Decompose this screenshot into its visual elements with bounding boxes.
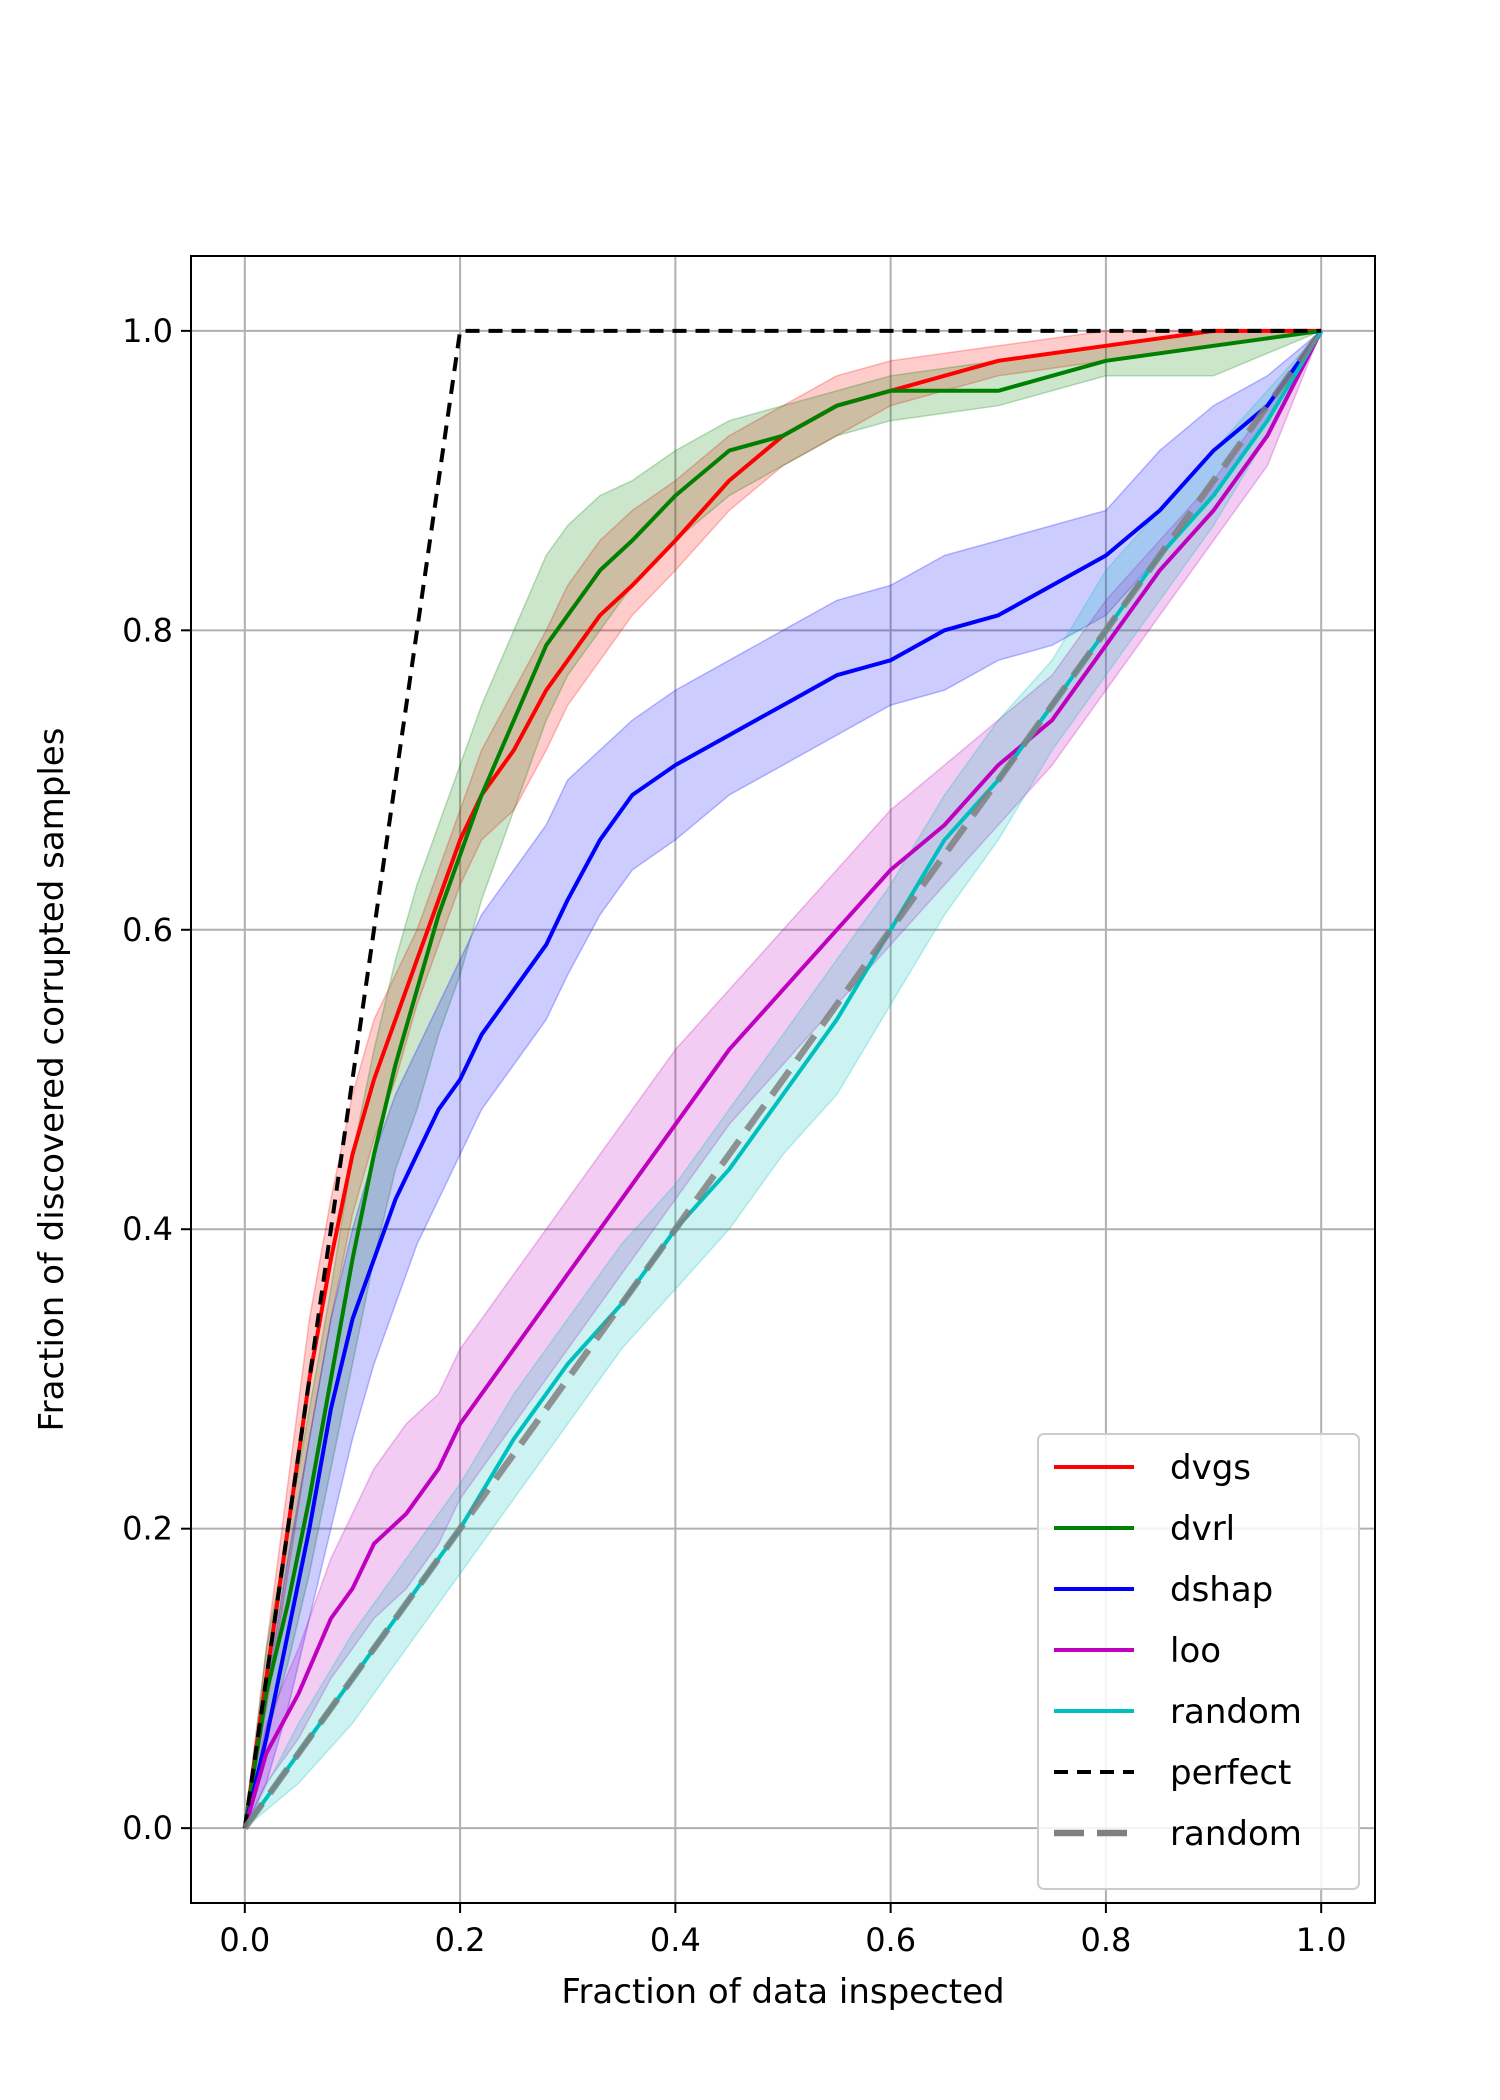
y-tick-label: 0.0: [122, 1809, 173, 1847]
x-tick-label: 0.0: [219, 1921, 270, 1959]
series-line-random-baseline: [242, 329, 1324, 1830]
y-tick-label: 1.0: [122, 312, 173, 350]
legend-label-dvrl: dvrl: [1170, 1509, 1235, 1549]
x-tick-label: 0.2: [435, 1921, 486, 1959]
x-axis-ticks: 0.0 0.2 0.4 0.6 0.8 1.0: [219, 1903, 1347, 1959]
x-tick-label: 1.0: [1296, 1921, 1347, 1959]
legend-box: [1037, 1433, 1360, 1890]
legend-label-random: random: [1170, 1814, 1302, 1854]
y-tick-label: 0.4: [122, 1210, 173, 1248]
x-axis-label: Fraction of data inspected: [561, 1972, 1004, 2012]
plot-frame: [190, 255, 1376, 1904]
series-lines: [242, 328, 1324, 1830]
y-axis-label: Fraction of discovered corrupted samples: [32, 728, 72, 1432]
legend-label-perfect: perfect: [1170, 1753, 1291, 1793]
series-line-loo: [242, 329, 1323, 1829]
y-tick-label: 0.8: [122, 611, 173, 649]
legend-label-random: random: [1170, 1692, 1302, 1732]
legend-label-dshap: dshap: [1170, 1570, 1273, 1610]
legend: dvgs dvrl dshap loo random perfect random: [1037, 1433, 1360, 1890]
x-tick-label: 0.8: [1080, 1921, 1131, 1959]
series-line-dvrl: [242, 328, 1322, 1829]
legend-label-loo: loo: [1170, 1631, 1221, 1671]
series-line-dshap: [242, 329, 1323, 1829]
legend-label-dvgs: dvgs: [1170, 1448, 1251, 1488]
y-tick-label: 0.6: [122, 911, 173, 949]
x-tick-label: 0.4: [650, 1921, 701, 1959]
x-tick-label: 0.6: [865, 1921, 916, 1959]
y-axis-ticks: 0.0 0.2 0.4 0.6 0.8 1.0: [122, 312, 191, 1847]
y-tick-label: 0.2: [122, 1510, 173, 1548]
